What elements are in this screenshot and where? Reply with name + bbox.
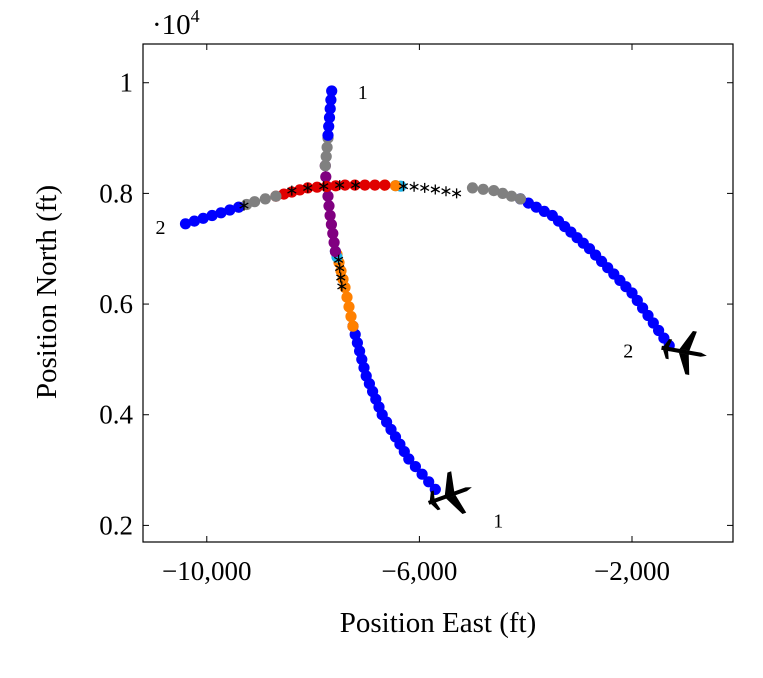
series-2-marker [409,181,419,192]
label-layer: 1 1 2 2 [156,82,707,532]
series-1-point [409,461,421,473]
series-2-point [188,215,200,227]
series-2-marker [398,181,409,192]
series-2-marker [451,188,462,199]
series-1-point [341,291,353,303]
series-1-point [324,103,336,115]
series-1-point [321,141,333,153]
y-tick-label: 0.4 [99,400,133,430]
series-1-end-label: 1 [358,82,368,104]
series-1-point [329,245,341,258]
series-1-point [324,209,336,222]
series-1-point [320,150,332,163]
series-1-trace [352,326,436,490]
series-2-point [197,212,209,224]
y-scale-exponent: 4 [191,6,200,26]
plot-frame [142,43,734,543]
series-1-point [322,129,334,141]
x-tick-label: −6,000 [381,556,457,586]
series-1-point [347,320,359,332]
series-1-point [319,160,331,172]
series-2-marker [287,185,297,196]
series-1-marker [333,254,344,265]
series-layer [179,85,675,495]
series-2-marker [441,186,451,197]
series-2-point [369,179,381,191]
series-2-end-label: 2 [156,217,166,239]
series-2-point [359,179,371,191]
series-2-point [466,182,479,194]
y-tick-label: 0.2 [99,510,133,540]
series-1-start-label: 1 [493,510,503,532]
y-tick-label: 0.6 [99,289,133,319]
series-1-point [328,236,340,249]
series-2-marker [430,184,441,195]
y-tick-label: 0.8 [99,178,133,208]
series-2-trace [520,198,670,346]
series-2-point [270,190,282,202]
series-1-point [423,476,435,488]
airplane-shape [661,330,707,376]
series-2-marker [420,182,430,193]
series-2-point [206,209,218,222]
series-2-point [488,185,500,197]
airplane-icon [427,471,472,515]
series-2-marker [239,200,249,211]
series-2-point [477,183,489,195]
series-2-point [330,180,342,192]
series-1-point [323,120,335,132]
series-1-point [416,468,428,480]
series-1-marker [337,281,347,292]
series-2-point [339,179,351,191]
series-1-point [320,171,332,183]
series-2-marker [303,182,313,193]
series-1-marker [336,272,346,283]
y-scale-factor: ·104 [152,6,200,41]
series-2-marker [319,181,329,192]
marker-layer [239,180,462,292]
series-1-marker [334,263,345,274]
series-2-point [497,187,509,199]
series-2-point [389,180,402,192]
airplane-icon [661,330,707,376]
airplane-shape [427,471,472,515]
series-2 [179,179,675,352]
series-1-point [326,85,338,97]
series-1-point [322,190,334,202]
series-2-marker [334,180,345,191]
series-1-point [345,310,357,323]
series-2-start-label: 2 [623,341,633,363]
series-2-point [215,207,227,219]
y-scale-base: ·10 [152,9,191,41]
series-2-point [379,179,391,191]
series-1-point [323,112,336,124]
series-1-point [323,200,335,212]
series-1-point [343,301,355,313]
series-2-marker [350,180,361,191]
x-tick-label: −10,000 [162,556,251,586]
x-tick-label: −2,000 [594,556,670,586]
axis-ticks: −10,000 −6,000 −2,000 0.2 0.4 0.6 0.8 1 [99,44,733,586]
series-1 [319,85,441,495]
series-2-point [505,190,518,202]
y-axis-title: Position North (ft) [31,185,63,399]
series-2-point [259,193,271,205]
series-2-point [224,204,236,216]
series-1-point [325,218,337,231]
series-2-point [514,193,527,205]
series-1-point [327,227,339,240]
series-2-point [179,218,192,230]
y-tick-label: 1 [120,68,134,98]
x-axis-title: Position East (ft) [340,607,537,639]
series-1-point [325,94,337,106]
